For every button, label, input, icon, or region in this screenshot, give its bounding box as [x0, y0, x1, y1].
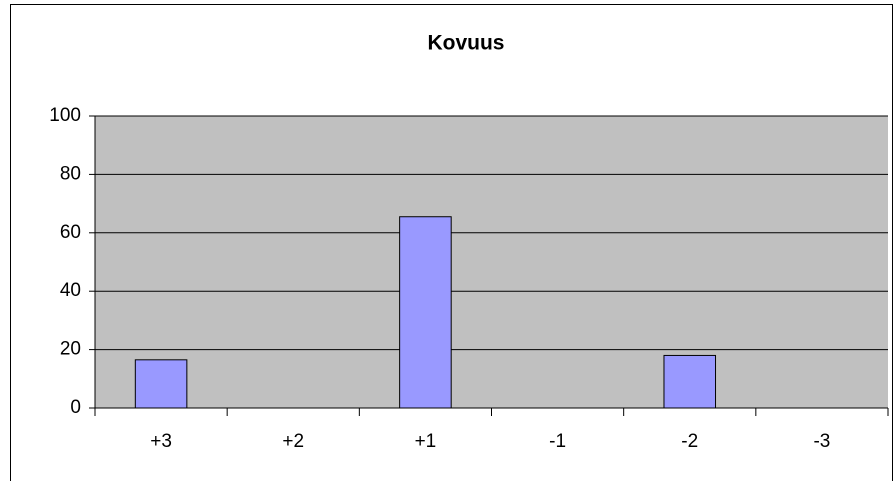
- x-tick-label: -3: [813, 431, 830, 452]
- y-tick-label: 0: [70, 397, 81, 418]
- y-tick-label: 40: [60, 280, 81, 301]
- y-tick-label: 80: [60, 163, 81, 184]
- bar: [399, 216, 452, 409]
- x-tick-label: +2: [282, 431, 304, 452]
- x-tick-label: +3: [150, 431, 172, 452]
- y-tick-label: 20: [60, 339, 81, 360]
- y-tick-label: 60: [60, 222, 81, 243]
- bar: [134, 359, 188, 409]
- plot-area: [95, 116, 888, 408]
- x-tick-label: +1: [415, 431, 437, 452]
- y-tick-label: 100: [49, 105, 81, 126]
- x-tick-label: -2: [681, 431, 698, 452]
- bar: [663, 354, 717, 409]
- chart-title: Kovuus: [427, 32, 504, 55]
- x-tick-label: -1: [549, 431, 566, 452]
